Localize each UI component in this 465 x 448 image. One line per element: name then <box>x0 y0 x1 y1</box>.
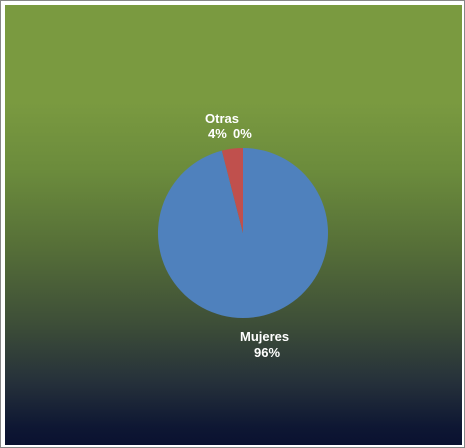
label-otras-name: Otras <box>205 111 239 126</box>
label-mujeres-value: 96% <box>254 345 280 360</box>
slice-otras <box>221 148 243 233</box>
label-third-value: 0% <box>233 126 252 141</box>
slice-mujeres <box>157 148 328 318</box>
label-otras-value: 4% <box>208 126 227 141</box>
label-mujeres-name: Mujeres <box>240 329 289 344</box>
